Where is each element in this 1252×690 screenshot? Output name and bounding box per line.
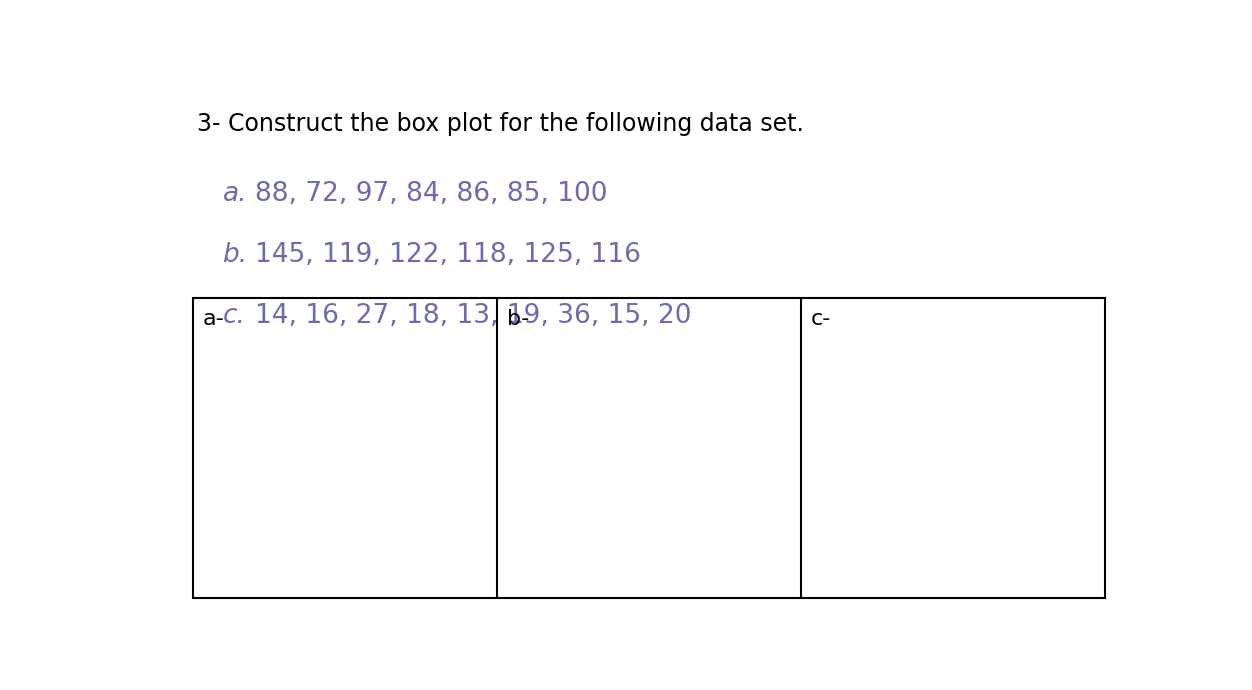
Text: b.: b.	[223, 242, 248, 268]
Text: a.: a.	[223, 181, 247, 207]
Text: 145, 119, 122, 118, 125, 116: 145, 119, 122, 118, 125, 116	[254, 242, 640, 268]
Text: c-: c-	[811, 308, 831, 328]
Text: b-: b-	[507, 308, 530, 328]
Text: c.: c.	[223, 304, 245, 329]
Text: 3- Construct the box plot for the following data set.: 3- Construct the box plot for the follow…	[198, 112, 804, 136]
Text: 14, 16, 27, 18, 13, 19, 36, 15, 20: 14, 16, 27, 18, 13, 19, 36, 15, 20	[254, 304, 691, 329]
Text: a-: a-	[203, 308, 225, 328]
Text: 88, 72, 97, 84, 86, 85, 100: 88, 72, 97, 84, 86, 85, 100	[254, 181, 607, 207]
Bar	[193, 298, 1106, 598]
